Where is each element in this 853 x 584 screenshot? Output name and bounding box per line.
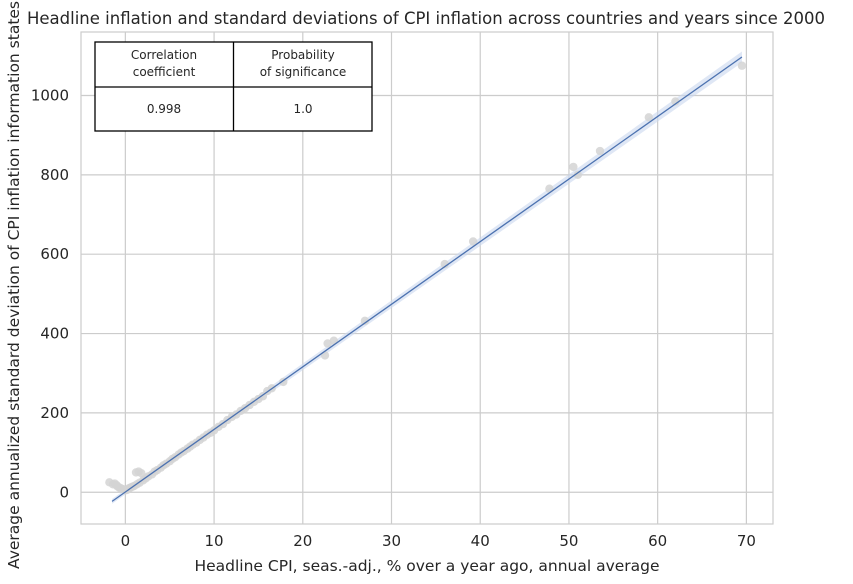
data-point	[573, 170, 583, 180]
data-point	[545, 184, 554, 193]
y-tick-labels: 0 200 400 600 800 1000	[31, 86, 69, 501]
y-tick-label: 1000	[31, 86, 69, 104]
data-point	[644, 113, 653, 122]
table-header-correlation-line2: coefficient	[133, 65, 196, 79]
table-header-probability-line1: Probability	[271, 48, 334, 62]
fit-line	[111, 56, 743, 502]
data-point	[569, 162, 578, 172]
table-header-probability-line2: of significance	[260, 65, 347, 79]
x-tick-label: 10	[205, 532, 224, 550]
y-tick-label: 400	[40, 325, 69, 343]
x-tick-label: 50	[559, 532, 578, 550]
data-point	[360, 316, 370, 326]
x-tick-label: 0	[121, 532, 131, 550]
x-tick-label: 40	[471, 532, 490, 550]
x-tick-labels: 0 10 20 30 40 50 60 70	[121, 532, 756, 550]
x-tick-label: 70	[737, 532, 756, 550]
data-point	[440, 259, 449, 269]
data-point	[737, 61, 747, 70]
table-value-probability: 1.0	[293, 102, 312, 116]
data-point	[671, 97, 680, 106]
data-point	[468, 237, 478, 246]
y-axis-label: Average annualized standard deviation of…	[5, 1, 23, 569]
regression-line	[111, 56, 743, 502]
data-point	[320, 351, 330, 360]
x-tick-label: 60	[648, 532, 667, 550]
table-value-correlation: 0.998	[147, 102, 181, 116]
y-tick-label: 600	[40, 245, 69, 263]
stats-table: Correlation coefficient Probability of s…	[94, 41, 373, 132]
table-header-correlation-line1: Correlation	[131, 48, 197, 62]
y-tick-label: 200	[40, 404, 69, 422]
data-point	[595, 146, 605, 156]
y-tick-label: 0	[59, 483, 69, 501]
chart-title: Headline inflation and standard deviatio…	[27, 9, 825, 28]
x-axis-label: Headline CPI, seas.-adj., % over a year …	[194, 557, 659, 575]
y-tick-label: 800	[40, 166, 69, 184]
x-tick-label: 20	[293, 532, 312, 550]
x-tick-label: 30	[382, 532, 401, 550]
